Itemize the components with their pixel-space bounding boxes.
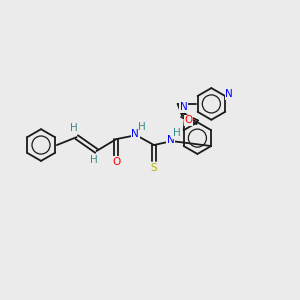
Text: O: O	[112, 157, 120, 167]
Text: N: N	[131, 129, 139, 139]
Text: O: O	[184, 115, 192, 125]
Text: N: N	[167, 135, 175, 145]
Text: H: H	[138, 122, 146, 132]
Text: N: N	[225, 89, 233, 99]
Text: H: H	[173, 128, 181, 138]
Text: N: N	[180, 102, 188, 112]
Text: H: H	[70, 123, 78, 133]
Text: S: S	[151, 163, 157, 173]
Text: H: H	[90, 155, 98, 165]
